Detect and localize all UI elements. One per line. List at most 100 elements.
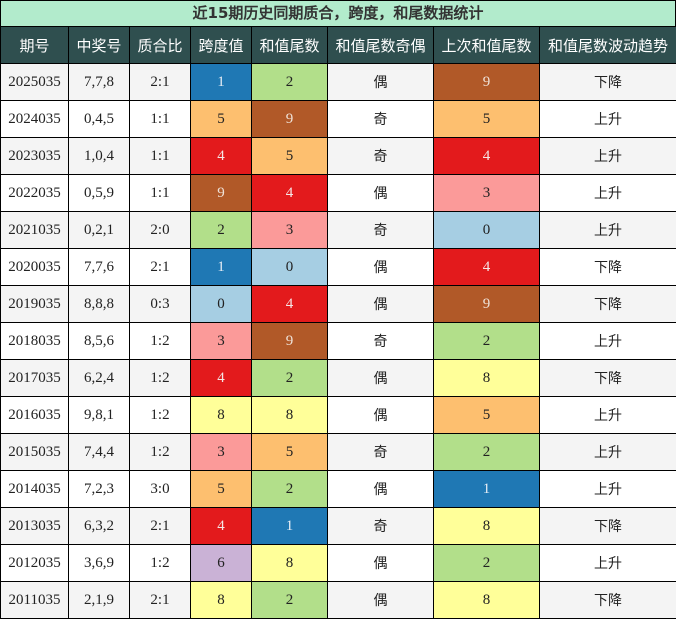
cell-issue: 2025035: [0, 63, 69, 101]
col-header-prev-tail: 上次和值尾数: [433, 26, 540, 64]
cell-trend: 下降: [539, 359, 676, 397]
table-body: 2025035 7,7,8 2:1 1 2 偶 9 下降 2024035 0,4,5 1:1 5 9 奇 5…: [0, 63, 676, 619]
cell-trend: 上升: [539, 470, 676, 508]
cell-tail: 9: [251, 322, 328, 360]
cell-issue: 2021035: [0, 211, 69, 249]
col-header-trend: 和值尾数波动趋势: [539, 26, 676, 64]
col-header-parity: 和值尾数奇偶: [327, 26, 434, 64]
cell-ratio: 3:0: [129, 470, 191, 508]
table-row: 2022035 0,5,9 1:1 9 4 偶 3 上升: [0, 174, 676, 212]
cell-tail: 3: [251, 211, 328, 249]
cell-numbers: 7,2,3: [68, 470, 130, 508]
table-row: 2025035 7,7,8 2:1 1 2 偶 9 下降: [0, 63, 676, 101]
cell-ratio: 1:2: [129, 433, 191, 471]
cell-numbers: 0,4,5: [68, 100, 130, 138]
cell-tail: 1: [251, 507, 328, 545]
cell-trend: 下降: [539, 581, 676, 619]
cell-numbers: 6,2,4: [68, 359, 130, 397]
cell-issue: 2011035: [0, 581, 69, 619]
cell-span: 4: [190, 507, 252, 545]
cell-numbers: 9,8,1: [68, 396, 130, 434]
cell-span: 4: [190, 359, 252, 397]
cell-span: 0: [190, 285, 252, 323]
cell-issue: 2020035: [0, 248, 69, 286]
cell-issue: 2014035: [0, 470, 69, 508]
cell-issue: 2012035: [0, 544, 69, 582]
table-title: 近15期历史同期质合，跨度，和尾数据统计: [0, 0, 676, 26]
cell-issue: 2024035: [0, 100, 69, 138]
cell-trend: 上升: [539, 322, 676, 360]
cell-prev-tail: 4: [433, 137, 540, 175]
cell-trend: 上升: [539, 396, 676, 434]
cell-trend: 上升: [539, 137, 676, 175]
cell-numbers: 1,0,4: [68, 137, 130, 175]
cell-tail: 5: [251, 433, 328, 471]
cell-numbers: 3,6,9: [68, 544, 130, 582]
cell-parity: 偶: [327, 470, 434, 508]
cell-trend: 上升: [539, 100, 676, 138]
cell-span: 4: [190, 137, 252, 175]
table-row: 2019035 8,8,8 0:3 0 4 偶 9 下降: [0, 285, 676, 323]
cell-prev-tail: 2: [433, 322, 540, 360]
col-header-numbers: 中奖号: [68, 26, 130, 64]
table-row: 2014035 7,2,3 3:0 5 2 偶 1 上升: [0, 470, 676, 508]
cell-prev-tail: 3: [433, 174, 540, 212]
cell-numbers: 6,3,2: [68, 507, 130, 545]
cell-prev-tail: 2: [433, 433, 540, 471]
table-row: 2011035 2,1,9 2:1 8 2 偶 8 下降: [0, 581, 676, 619]
cell-issue: 2015035: [0, 433, 69, 471]
cell-prev-tail: 9: [433, 63, 540, 101]
cell-parity: 偶: [327, 581, 434, 619]
cell-tail: 2: [251, 63, 328, 101]
cell-parity: 偶: [327, 174, 434, 212]
cell-issue: 2013035: [0, 507, 69, 545]
cell-issue: 2022035: [0, 174, 69, 212]
cell-span: 3: [190, 322, 252, 360]
cell-ratio: 2:1: [129, 248, 191, 286]
cell-numbers: 8,5,6: [68, 322, 130, 360]
col-header-tail: 和值尾数: [251, 26, 328, 64]
cell-ratio: 1:2: [129, 396, 191, 434]
cell-span: 1: [190, 248, 252, 286]
cell-parity: 奇: [327, 322, 434, 360]
cell-parity: 偶: [327, 396, 434, 434]
cell-ratio: 1:2: [129, 322, 191, 360]
cell-parity: 偶: [327, 544, 434, 582]
col-header-span: 跨度值: [190, 26, 252, 64]
table-row: 2020035 7,7,6 2:1 1 0 偶 4 下降: [0, 248, 676, 286]
cell-trend: 上升: [539, 174, 676, 212]
cell-tail: 4: [251, 285, 328, 323]
cell-prev-tail: 8: [433, 507, 540, 545]
cell-numbers: 7,4,4: [68, 433, 130, 471]
cell-prev-tail: 1: [433, 470, 540, 508]
cell-ratio: 1:2: [129, 359, 191, 397]
cell-ratio: 1:1: [129, 137, 191, 175]
cell-numbers: 0,2,1: [68, 211, 130, 249]
cell-prev-tail: 8: [433, 359, 540, 397]
cell-issue: 2016035: [0, 396, 69, 434]
cell-span: 5: [190, 470, 252, 508]
cell-prev-tail: 5: [433, 396, 540, 434]
cell-trend: 下降: [539, 248, 676, 286]
cell-numbers: 2,1,9: [68, 581, 130, 619]
cell-tail: 9: [251, 100, 328, 138]
cell-trend: 下降: [539, 63, 676, 101]
cell-span: 2: [190, 211, 252, 249]
cell-numbers: 8,8,8: [68, 285, 130, 323]
header-row: 期号 中奖号 质合比 跨度值 和值尾数 和值尾数奇偶 上次和值尾数 和值尾数波动…: [0, 26, 676, 64]
cell-ratio: 2:1: [129, 581, 191, 619]
cell-parity: 偶: [327, 248, 434, 286]
cell-issue: 2017035: [0, 359, 69, 397]
cell-ratio: 2:0: [129, 211, 191, 249]
cell-tail: 2: [251, 470, 328, 508]
cell-issue: 2018035: [0, 322, 69, 360]
table-row: 2023035 1,0,4 1:1 4 5 奇 4 上升: [0, 137, 676, 175]
table-row: 2016035 9,8,1 1:2 8 8 偶 5 上升: [0, 396, 676, 434]
stats-table: 期号 中奖号 质合比 跨度值 和值尾数 和值尾数奇偶 上次和值尾数 和值尾数波动…: [0, 26, 676, 619]
cell-trend: 上升: [539, 211, 676, 249]
col-header-issue: 期号: [0, 26, 69, 64]
cell-issue: 2023035: [0, 137, 69, 175]
cell-prev-tail: 2: [433, 544, 540, 582]
cell-ratio: 2:1: [129, 507, 191, 545]
